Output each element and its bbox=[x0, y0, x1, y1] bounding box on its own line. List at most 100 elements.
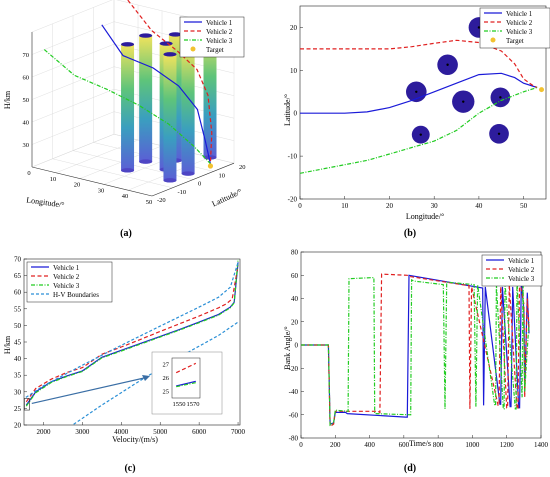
panel-c-legend-vehicle-2: Vehicle 2 bbox=[53, 273, 80, 281]
panel-b-data bbox=[300, 17, 545, 174]
panel-c-xtick-label: 6000 bbox=[192, 428, 207, 436]
panel-d-line-vehicle-3 bbox=[301, 277, 530, 427]
panel-a-ytick-label: -20 bbox=[157, 197, 166, 204]
panel-c-inset-line-vehicle-1 bbox=[176, 380, 196, 387]
panel-a-ytick-label: 0 bbox=[198, 181, 201, 188]
panel-d-ytick-label: 40 bbox=[291, 295, 299, 303]
panel-a-3d-plot: 0 10 20 30 40 50 -20 -10 0 10 20 30 40 50 60 70 H/km Lo… bbox=[3, 0, 246, 239]
panel-a-line-vehicle-1 bbox=[101, 24, 211, 164]
panel-b-label: (b) bbox=[404, 228, 416, 239]
panel-b-ytick-label: 20 bbox=[290, 24, 298, 32]
panel-b-target-marker bbox=[539, 87, 545, 93]
panel-a-gridline bbox=[31, 89, 115, 123]
panel-d-ytick-label: -80 bbox=[289, 435, 299, 443]
panel-d-ytick-label: -20 bbox=[289, 365, 299, 373]
panel-a-obstacle-cylinder bbox=[203, 31, 217, 160]
panel-a-xtick-label: 0 bbox=[27, 170, 30, 177]
panel-c-inset-axes bbox=[171, 357, 201, 399]
panel-c-xtick-label: 4000 bbox=[114, 428, 129, 436]
panel-a-ytick-label: 20 bbox=[239, 164, 246, 171]
panel-c-legend-vehicle-1: Vehicle 1 bbox=[53, 264, 80, 272]
panel-d-plot: 0 200 400 600 800 1000 1200 1400 -80 -60 -40 -20 0 20… bbox=[283, 249, 549, 475]
panel-a-zlabel: H/km bbox=[3, 90, 12, 109]
panel-b-obstacle-center bbox=[499, 96, 502, 99]
panel-a-gridline bbox=[52, 158, 173, 188]
panel-a-cylinder-cap bbox=[139, 33, 153, 38]
panel-d-legend-vehicle-1: Vehicle 1 bbox=[508, 257, 535, 265]
panel-c-xtick-label: 3000 bbox=[75, 428, 90, 436]
panel-d-xtick-label: 1200 bbox=[500, 441, 515, 449]
panel-a-trajectories bbox=[43, 0, 214, 169]
panel-b-obstacle-center bbox=[419, 133, 422, 136]
panel-d-xtick-label: 1000 bbox=[465, 441, 480, 449]
panel-c-ytick-label: 55 bbox=[14, 305, 22, 313]
panel-c-inset-xtick-label: 1550 bbox=[173, 401, 186, 408]
panel-b-ytick-label: 0 bbox=[294, 110, 298, 118]
panel-a-legend-vehicle-3: Vehicle 3 bbox=[206, 37, 233, 45]
panel-a-legend-vehicle-1: Vehicle 1 bbox=[206, 19, 233, 27]
panel-d-xlabel: Time/s bbox=[409, 439, 431, 448]
panel-d-ytick-label: 60 bbox=[291, 272, 299, 280]
panel-b-legend-target: Target bbox=[506, 37, 524, 45]
panel-a-gridline bbox=[93, 142, 214, 172]
panel-a-gridline bbox=[31, 134, 115, 168]
panel-c-data bbox=[24, 259, 239, 425]
panel-d-ytick-label: -60 bbox=[289, 411, 299, 419]
panel-b-obstacle-center bbox=[462, 100, 465, 103]
panel-b-ylabel: Latitude/° bbox=[283, 94, 292, 126]
panel-b-xlabel: Longitude/° bbox=[406, 212, 444, 221]
panel-a-obstacle-cylinders bbox=[121, 29, 217, 183]
panel-b-obstacle-center bbox=[497, 132, 501, 136]
panel-a-cylinder-cap bbox=[168, 32, 182, 37]
panel-c-plot: 2000 3000 4000 5000 6000 7000 20 25 30 35 40 45 50 55… bbox=[3, 256, 246, 475]
panel-c-ytick-label: 35 bbox=[14, 372, 22, 380]
panel-a-ztick-label: 50 bbox=[23, 97, 30, 104]
panel-a-gridline bbox=[31, 0, 113, 33]
panel-c-label: (c) bbox=[124, 463, 135, 474]
panel-a-ztick-label: 70 bbox=[23, 52, 30, 59]
panel-b-xtick-label: 40 bbox=[475, 202, 483, 210]
panel-c-xlabel: Velocity/(m/s) bbox=[112, 435, 158, 444]
panel-b-obstacle-center bbox=[446, 63, 449, 66]
panel-a-obstacle-cylinder bbox=[181, 47, 195, 176]
panel-b-ytick-label: 10 bbox=[290, 67, 298, 75]
panel-a-gridline bbox=[31, 66, 115, 100]
panel-a-ztick-label: 40 bbox=[23, 120, 30, 127]
panel-a-obstacle-cylinder bbox=[121, 44, 135, 173]
panel-a-tick-labels: 0 10 20 30 40 50 -20 -10 0 10 20 30 40 50 60 70 bbox=[23, 52, 246, 206]
panel-c-ytick-label: 50 bbox=[14, 322, 22, 330]
panel-b-legend-vehicle-3: Vehicle 3 bbox=[506, 28, 533, 36]
panel-b-xtick-label: 30 bbox=[431, 202, 439, 210]
panel-a-gridline bbox=[31, 111, 115, 145]
panel-a-obstacle-cylinder bbox=[163, 54, 177, 183]
panel-b-xtick-label: 0 bbox=[298, 202, 302, 210]
panel-a-gridline bbox=[31, 21, 115, 55]
panel-d-data bbox=[301, 273, 530, 428]
panel-b-legend-vehicle-1: Vehicle 1 bbox=[506, 10, 533, 18]
panel-a-xtick-label: 40 bbox=[122, 193, 129, 200]
panel-c-ytick-label: 60 bbox=[14, 289, 22, 297]
panel-c-zoom-region bbox=[24, 398, 30, 411]
panel-d-xtick-label: 600 bbox=[399, 441, 410, 449]
panel-c-line-h-v-boundaries-3 bbox=[25, 262, 239, 398]
panel-d-xtick-label: 200 bbox=[330, 441, 341, 449]
panel-a-ztick-label: 60 bbox=[23, 75, 30, 82]
panel-c-line-h-v-boundaries-4 bbox=[71, 321, 239, 425]
panel-a-label: (a) bbox=[120, 228, 132, 239]
panel-d-line-vehicle-1 bbox=[301, 274, 530, 425]
panel-a-gridline bbox=[31, 44, 115, 78]
panel-a-cylinder-cap bbox=[159, 41, 173, 46]
panel-a-xtick-label: 50 bbox=[146, 199, 153, 206]
panel-c-xtick-label: 2000 bbox=[36, 428, 51, 436]
panel-d-xtick-label: 0 bbox=[299, 441, 303, 449]
panel-a-xtick-label: 10 bbox=[50, 176, 57, 183]
panel-b-line-vehicle-1 bbox=[300, 72, 538, 114]
panel-d-ytick-label: 0 bbox=[295, 342, 299, 350]
panel-c-ytick-label: 70 bbox=[14, 256, 22, 264]
panel-b-ytick-label: -10 bbox=[288, 153, 298, 161]
panel-c-ytick-label: 65 bbox=[14, 272, 22, 280]
panel-b-line-vehicle-2 bbox=[300, 39, 538, 89]
panel-a-line-vehicle-2 bbox=[127, 0, 213, 164]
